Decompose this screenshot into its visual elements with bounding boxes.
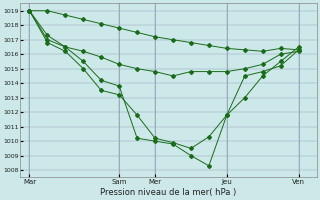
X-axis label: Pression niveau de la mer( hPa ): Pression niveau de la mer( hPa ) bbox=[100, 188, 236, 197]
